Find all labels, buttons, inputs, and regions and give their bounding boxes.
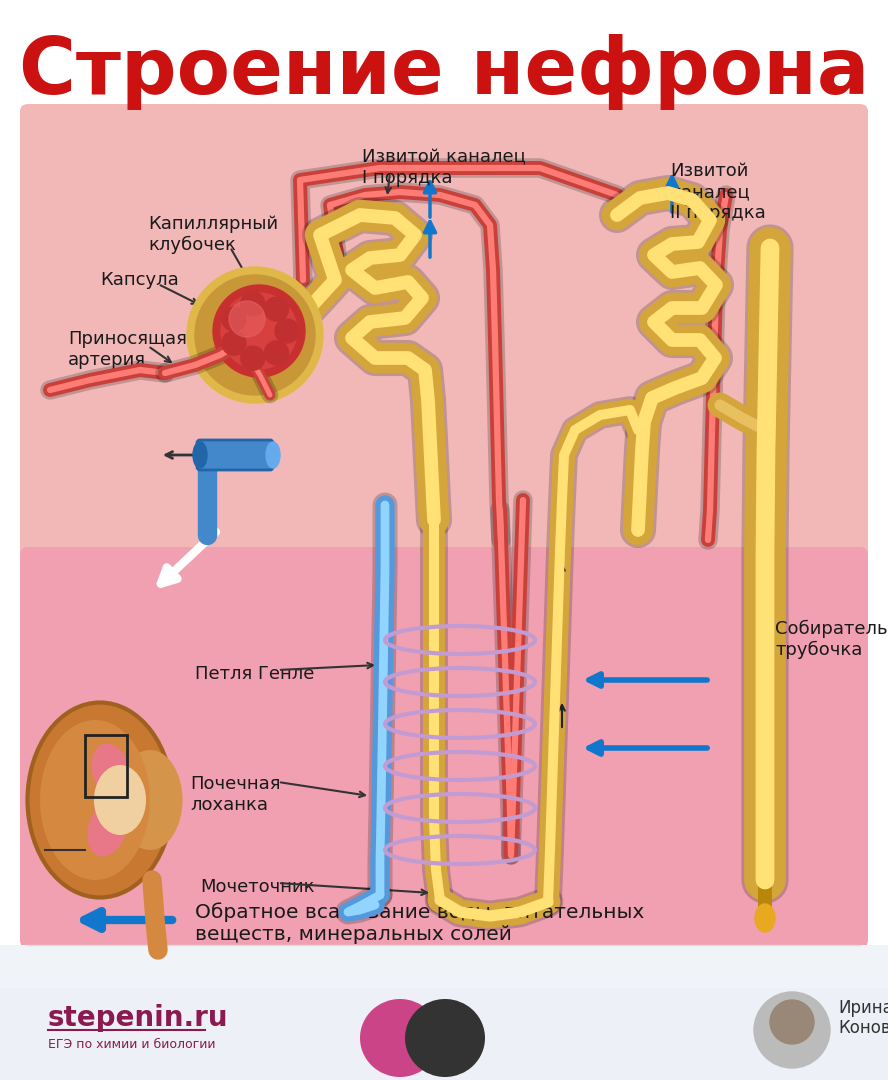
Ellipse shape [40, 720, 150, 880]
Text: Строение нефрона: Строение нефрона [19, 33, 869, 110]
Circle shape [265, 341, 289, 365]
Ellipse shape [360, 999, 440, 1077]
Ellipse shape [405, 999, 485, 1077]
Ellipse shape [28, 702, 172, 897]
Circle shape [213, 285, 305, 377]
Ellipse shape [94, 765, 146, 835]
Text: Капсула: Капсула [100, 271, 178, 289]
Bar [0, 988, 888, 1080]
Circle shape [754, 993, 830, 1068]
Circle shape [229, 301, 265, 337]
Ellipse shape [87, 800, 128, 856]
Circle shape [265, 297, 289, 321]
Text: Извитой
каналец
II порядка: Извитой каналец II порядка [670, 162, 765, 221]
Text: Извитой каналец
I порядка: Извитой каналец I порядка [362, 148, 526, 187]
Text: Приносящая
артерия: Приносящая артерия [68, 330, 186, 368]
Text: stepenin.ru: stepenin.ru [48, 1004, 228, 1032]
Ellipse shape [93, 771, 131, 829]
Text: Капиллярный
клубочек: Капиллярный клубочек [148, 215, 278, 254]
FancyBboxPatch shape [20, 546, 868, 948]
Text: Петля Генле: Петля Генле [195, 665, 314, 683]
Circle shape [221, 293, 297, 369]
Circle shape [770, 1000, 814, 1044]
Circle shape [275, 319, 299, 343]
Circle shape [222, 332, 246, 355]
Circle shape [195, 275, 315, 395]
Circle shape [187, 267, 323, 403]
Circle shape [241, 347, 265, 370]
FancyBboxPatch shape [20, 104, 868, 580]
Ellipse shape [193, 442, 207, 468]
Ellipse shape [117, 750, 183, 850]
Text: Собирательная
трубочка: Собирательная трубочка [775, 620, 888, 660]
Circle shape [241, 292, 265, 315]
Text: ЕГЭ по химии и биологии: ЕГЭ по химии и биологии [48, 1039, 216, 1052]
Text: Почечная
лоханка: Почечная лоханка [190, 775, 281, 814]
Text: Мочеточник: Мочеточник [200, 878, 314, 896]
Text: Ирина
Коновалова: Ирина Коновалова [838, 999, 888, 1038]
Ellipse shape [755, 904, 775, 932]
Circle shape [222, 307, 246, 330]
FancyBboxPatch shape [197, 440, 273, 470]
Text: Обратное всасывание воды, питательных
веществ, минеральных солей: Обратное всасывание воды, питательных ве… [195, 902, 645, 944]
Bar [0, 945, 888, 1080]
Ellipse shape [91, 743, 131, 800]
Ellipse shape [266, 442, 280, 468]
